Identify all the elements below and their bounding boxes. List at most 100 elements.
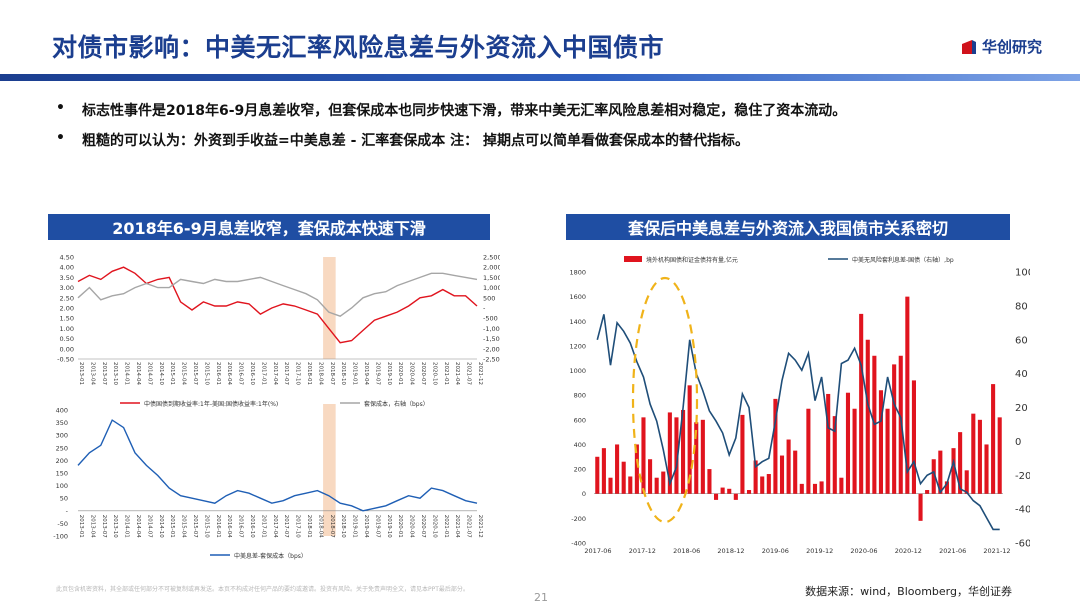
bar bbox=[938, 450, 943, 494]
x-tick: 2014-01 bbox=[124, 362, 130, 385]
x-tick: 2018-07 bbox=[329, 515, 335, 538]
bar bbox=[713, 493, 719, 500]
x-tick: 2018-07 bbox=[329, 362, 335, 385]
y-tick-left: 3.50 bbox=[60, 274, 74, 282]
bar bbox=[674, 417, 679, 494]
bar bbox=[740, 414, 745, 494]
y-tick-left: 3.00 bbox=[60, 284, 74, 292]
bar bbox=[799, 483, 804, 494]
x-tick: 2014-01 bbox=[124, 515, 130, 538]
data-source: 数据来源：wind，Bloomberg，华创证券 bbox=[805, 585, 1012, 598]
x-tick: 2013-01 bbox=[78, 515, 84, 538]
x-tick: 2014-07 bbox=[146, 362, 152, 385]
bullet-item: • 标志性事件是2018年6-9月息差收窄，但套保成本也同步快速下滑，带来中美无… bbox=[56, 100, 846, 120]
bar bbox=[667, 412, 672, 494]
legend-label: 中美息差-套保成本（bps） bbox=[234, 552, 307, 560]
x-tick: 2019-07 bbox=[374, 515, 380, 538]
y-tick-right: 1,500 bbox=[483, 274, 500, 282]
x-tick: 2018-01 bbox=[306, 362, 312, 385]
brand-logo: 华创研究 bbox=[960, 36, 1042, 57]
y-tick: 300 bbox=[56, 432, 68, 440]
right-chart-title: 套保后中美息差与外资流入我国债市关系密切 bbox=[566, 214, 1010, 240]
x-tick: 2017-06 bbox=[584, 547, 611, 555]
x-tick: 2017-01 bbox=[260, 362, 266, 385]
x-tick: 2020-06 bbox=[850, 547, 877, 555]
y-tick-right: 1,000 bbox=[483, 284, 500, 292]
bar bbox=[977, 419, 982, 494]
y-tick: 350 bbox=[56, 419, 68, 427]
y-tick-right: -2,000 bbox=[483, 345, 500, 353]
legend-label: 境外机构国债和证金债持有量,亿元 bbox=[646, 256, 738, 264]
bar bbox=[779, 455, 785, 494]
bar bbox=[621, 461, 626, 494]
y-tick-left: 1600 bbox=[569, 293, 586, 301]
y-tick-left: 1400 bbox=[569, 318, 586, 326]
x-tick: 2019-10 bbox=[386, 362, 392, 385]
y-tick-left: 0.50 bbox=[60, 335, 74, 343]
x-tick: 2020-07 bbox=[420, 515, 426, 538]
header-divider bbox=[0, 74, 1080, 81]
bar bbox=[964, 470, 969, 494]
x-tick: 2020-10 bbox=[431, 362, 437, 385]
bar bbox=[746, 490, 752, 494]
x-tick: 2018-10 bbox=[340, 515, 346, 538]
bullet-item: • 粗糙的可以认为：外资到手收益=中美息差 - 汇率套保成本 注： 掉期点可以简… bbox=[56, 130, 846, 150]
x-tick: 2017-10 bbox=[295, 515, 301, 538]
legend-swatch bbox=[624, 256, 642, 262]
x-tick: 2014-04 bbox=[135, 515, 141, 538]
y-tick-right: 20 bbox=[1015, 403, 1028, 414]
x-tick: 2015-04 bbox=[181, 362, 187, 385]
page-number: 21 bbox=[534, 591, 548, 604]
y-tick-left: 4.50 bbox=[60, 254, 74, 262]
bar bbox=[819, 481, 824, 494]
x-tick: 2015-07 bbox=[192, 515, 198, 538]
y-tick-right: 0 bbox=[1015, 437, 1021, 448]
legend-label: 套保成本，右轴（bps） bbox=[364, 400, 429, 408]
x-tick: 2021-07 bbox=[466, 515, 472, 538]
x-tick: 2013-04 bbox=[89, 362, 95, 385]
bar bbox=[845, 392, 851, 494]
bar bbox=[608, 477, 613, 494]
x-tick: 2018-10 bbox=[340, 362, 346, 385]
y-tick-right: -60 bbox=[1015, 539, 1030, 550]
bar bbox=[615, 444, 620, 494]
right-chart: 180016001400120010008006004002000-200-40… bbox=[569, 256, 1030, 555]
x-tick: 2016-07 bbox=[238, 515, 244, 538]
x-tick: 2015-10 bbox=[203, 515, 209, 538]
logo-mark-icon bbox=[961, 39, 976, 54]
bar bbox=[760, 476, 765, 494]
x-tick: 2017-12 bbox=[629, 547, 656, 555]
y-tick: 100 bbox=[56, 482, 68, 490]
highlight-ellipse bbox=[631, 276, 699, 524]
bar bbox=[878, 390, 884, 494]
x-tick: 2021-12 bbox=[477, 515, 483, 538]
x-tick: 2018-06 bbox=[673, 547, 700, 555]
x-tick: 2019-07 bbox=[374, 362, 380, 385]
bar bbox=[694, 422, 699, 494]
bar bbox=[898, 355, 903, 494]
x-tick: 2013-10 bbox=[112, 362, 118, 385]
bar bbox=[832, 416, 837, 494]
bar bbox=[786, 439, 791, 494]
x-tick: 2014-07 bbox=[146, 515, 152, 538]
bar bbox=[687, 385, 692, 494]
bullet-text: 标志性事件是2018年6-9月息差收窄，但套保成本也同步快速下滑，带来中美无汇率… bbox=[82, 103, 847, 119]
y-tick-left: 1000 bbox=[569, 367, 586, 375]
y-tick-left: -400 bbox=[571, 540, 586, 548]
bar bbox=[918, 493, 923, 521]
y-tick-left: 1800 bbox=[569, 269, 586, 277]
bar bbox=[773, 398, 778, 494]
y-tick-right: 60 bbox=[1015, 335, 1028, 346]
bar bbox=[944, 481, 949, 494]
bar bbox=[925, 490, 930, 494]
y-tick-left: 2.00 bbox=[60, 305, 74, 313]
bar bbox=[641, 417, 646, 494]
x-tick: 2021-06 bbox=[939, 547, 966, 555]
highlight-band bbox=[323, 404, 336, 536]
y-tick-right: 2,000 bbox=[483, 264, 500, 272]
x-tick: 2013-10 bbox=[112, 515, 118, 538]
x-tick: 2014-10 bbox=[158, 515, 164, 538]
x-tick: 2021-12 bbox=[477, 362, 483, 385]
bar bbox=[958, 432, 963, 494]
y-tick-left: 1.50 bbox=[60, 315, 74, 323]
